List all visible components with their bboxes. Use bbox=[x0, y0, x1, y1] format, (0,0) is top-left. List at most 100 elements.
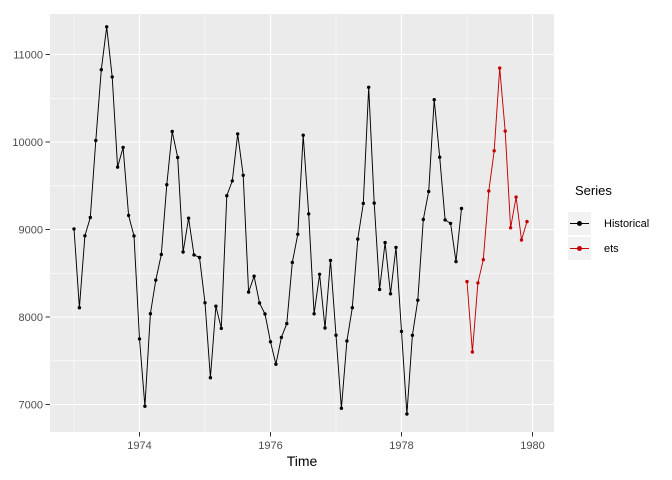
x-tick-label: 1978 bbox=[389, 440, 413, 452]
x-axis-title: Time bbox=[286, 453, 318, 469]
data-point bbox=[421, 217, 425, 222]
data-point bbox=[176, 155, 180, 160]
legend-title: Series bbox=[575, 183, 612, 198]
data-point bbox=[443, 218, 447, 222]
data-point bbox=[236, 132, 240, 136]
data-point bbox=[72, 227, 76, 231]
data-point bbox=[137, 337, 142, 341]
data-point bbox=[252, 274, 256, 278]
data-point bbox=[350, 306, 354, 310]
data-point bbox=[465, 279, 469, 284]
data-point bbox=[508, 226, 513, 230]
point-glyph-icon bbox=[577, 221, 582, 226]
data-point bbox=[301, 133, 305, 137]
y-tick-label: 11000 bbox=[13, 50, 43, 62]
data-point bbox=[94, 138, 98, 143]
data-point bbox=[110, 75, 114, 79]
y-tick-label: 9000 bbox=[19, 225, 43, 237]
data-point bbox=[367, 85, 371, 90]
data-point bbox=[279, 335, 284, 340]
x-tick-label: 1980 bbox=[520, 440, 544, 452]
plot-panel bbox=[50, 14, 554, 432]
data-point bbox=[377, 287, 382, 292]
data-point bbox=[257, 301, 262, 305]
x-tick-label: 1974 bbox=[127, 440, 151, 452]
data-point bbox=[126, 213, 131, 218]
legend-key-historical-icon bbox=[568, 212, 591, 235]
data-point bbox=[77, 306, 82, 310]
data-point bbox=[296, 232, 300, 236]
legend-key-ets-icon bbox=[568, 237, 591, 260]
data-point bbox=[99, 68, 104, 72]
data-point bbox=[186, 216, 191, 220]
data-point bbox=[454, 259, 458, 264]
data-point bbox=[525, 219, 529, 224]
data-point bbox=[427, 189, 431, 194]
data-point bbox=[514, 195, 518, 199]
data-point bbox=[203, 301, 207, 305]
data-point bbox=[498, 66, 502, 70]
data-point bbox=[432, 98, 436, 102]
data-point bbox=[170, 129, 174, 134]
data-point bbox=[268, 340, 273, 344]
data-point bbox=[356, 237, 360, 241]
data-point bbox=[448, 221, 453, 226]
legend-label-ets: ets bbox=[604, 242, 619, 255]
series-historical bbox=[72, 25, 464, 416]
data-point bbox=[154, 278, 158, 282]
legend: Series Historical ets bbox=[568, 184, 649, 262]
data-point bbox=[459, 206, 464, 211]
data-point bbox=[165, 183, 169, 187]
data-point bbox=[334, 333, 338, 337]
data-point bbox=[88, 215, 93, 220]
data-point bbox=[383, 240, 387, 245]
series-ets bbox=[465, 66, 529, 354]
data-point bbox=[519, 238, 524, 242]
data-point bbox=[105, 25, 109, 29]
data-point bbox=[208, 376, 213, 380]
data-point bbox=[192, 253, 196, 257]
data-point bbox=[285, 321, 289, 326]
data-point bbox=[317, 272, 322, 276]
data-point bbox=[399, 329, 404, 334]
data-point bbox=[312, 312, 316, 316]
data-point bbox=[388, 292, 393, 296]
data-point bbox=[476, 281, 480, 285]
point-glyph-icon bbox=[577, 246, 582, 251]
data-point bbox=[394, 245, 398, 250]
data-point bbox=[132, 234, 136, 238]
legend-item-historical: Historical bbox=[568, 212, 649, 235]
data-point bbox=[372, 201, 376, 205]
data-point bbox=[263, 312, 267, 316]
data-point bbox=[143, 404, 147, 408]
data-point bbox=[492, 149, 496, 153]
data-point bbox=[181, 250, 185, 254]
data-point bbox=[481, 258, 485, 262]
data-point bbox=[290, 260, 294, 265]
data-point bbox=[405, 412, 409, 416]
data-point bbox=[416, 298, 420, 302]
data-point bbox=[328, 258, 333, 263]
data-point bbox=[487, 189, 491, 193]
data-point bbox=[230, 179, 234, 183]
data-point bbox=[219, 326, 223, 331]
data-point bbox=[307, 212, 311, 216]
data-point bbox=[410, 333, 415, 337]
data-point bbox=[323, 326, 327, 330]
data-point bbox=[339, 406, 344, 410]
data-point bbox=[159, 252, 163, 257]
data-point bbox=[438, 155, 442, 159]
y-tick-label: 8000 bbox=[19, 312, 43, 324]
axis-ticks bbox=[45, 54, 533, 437]
data-point bbox=[361, 201, 365, 206]
data-point bbox=[225, 194, 229, 198]
data-point bbox=[503, 129, 507, 133]
data-point bbox=[115, 165, 120, 169]
data-point bbox=[274, 362, 278, 366]
data-point bbox=[470, 350, 475, 354]
data-point bbox=[241, 173, 245, 177]
data-point bbox=[148, 312, 153, 316]
data-point bbox=[246, 290, 251, 294]
y-tick-label: 10000 bbox=[12, 137, 43, 149]
